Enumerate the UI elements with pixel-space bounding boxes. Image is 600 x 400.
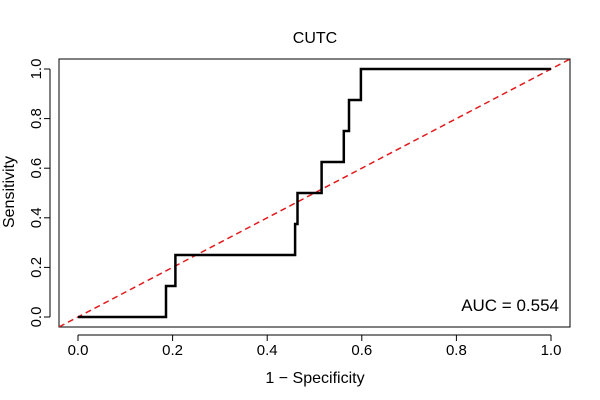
y-tick-label: 0.0 — [28, 307, 45, 328]
x-tick-label: 1.0 — [541, 342, 562, 359]
auc-annotation: AUC = 0.554 — [461, 296, 559, 315]
y-tick-label: 0.4 — [28, 207, 45, 228]
y-axis-label: Sensitivity — [1, 156, 18, 228]
roc-curve-line — [78, 67, 551, 319]
x-tick-label: 0.2 — [162, 342, 183, 359]
reference-diagonal-line — [59, 59, 570, 327]
y-tick-label: 1.0 — [28, 59, 45, 80]
x-tick-label: 0.8 — [446, 342, 467, 359]
x-tick-label: 0.6 — [351, 342, 372, 359]
x-tick-label: 0.4 — [257, 342, 278, 359]
x-axis-label: 1 − Specificity — [265, 370, 364, 387]
plot-frame — [58, 58, 571, 328]
y-tick-label: 0.2 — [28, 257, 45, 278]
x-tick-label: 0.0 — [68, 342, 89, 359]
y-tick-label: 0.6 — [28, 158, 45, 179]
chart-title: CUTC — [293, 30, 337, 47]
y-tick-label: 0.8 — [28, 108, 45, 129]
